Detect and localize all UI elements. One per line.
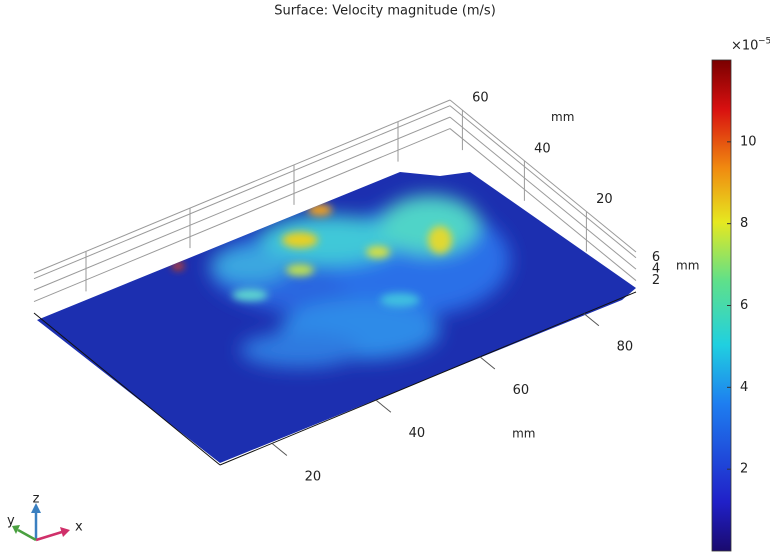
y-tick-label: 60 [472, 91, 489, 106]
triad-label: y [7, 514, 15, 529]
chart: Surface: Velocity magnitude (m/s) 20 40 60… [0, 0, 770, 553]
y-tick-label: 20 [596, 192, 613, 207]
x-tick [480, 357, 495, 369]
y-tick-label: 40 [534, 141, 551, 156]
colorbar-tick-label: 6 [740, 298, 748, 313]
y-axis-title: mm [551, 110, 574, 124]
colorbar-tick-label: 10 [740, 134, 757, 149]
chart-title: Surface: Velocity magnitude (m/s) [274, 4, 496, 19]
z-tick-label: 6 [652, 250, 660, 265]
colorbar-exponent: −5 [758, 37, 770, 47]
triad-label: z [33, 492, 40, 507]
x-tick [376, 400, 391, 412]
colorbar-multiplier: ×10 [731, 39, 758, 54]
x-tick-label: 20 [305, 469, 322, 484]
colorbar-tick-label: 4 [740, 380, 748, 395]
x-tick-label: 40 [409, 426, 426, 441]
colorbar-tick-label: 2 [740, 462, 748, 477]
x-tick-label: 80 [617, 340, 634, 355]
colorbar-tick-label: 8 [740, 216, 748, 231]
x-tick-label: 60 [513, 383, 530, 398]
surface [0, 150, 660, 480]
x-axis-title: mm [512, 427, 535, 441]
triad: z x y [7, 492, 83, 541]
x-tick [584, 314, 599, 326]
triad-label: x [75, 520, 83, 535]
x-tick [272, 443, 287, 455]
z-axis-title: mm [676, 259, 699, 273]
